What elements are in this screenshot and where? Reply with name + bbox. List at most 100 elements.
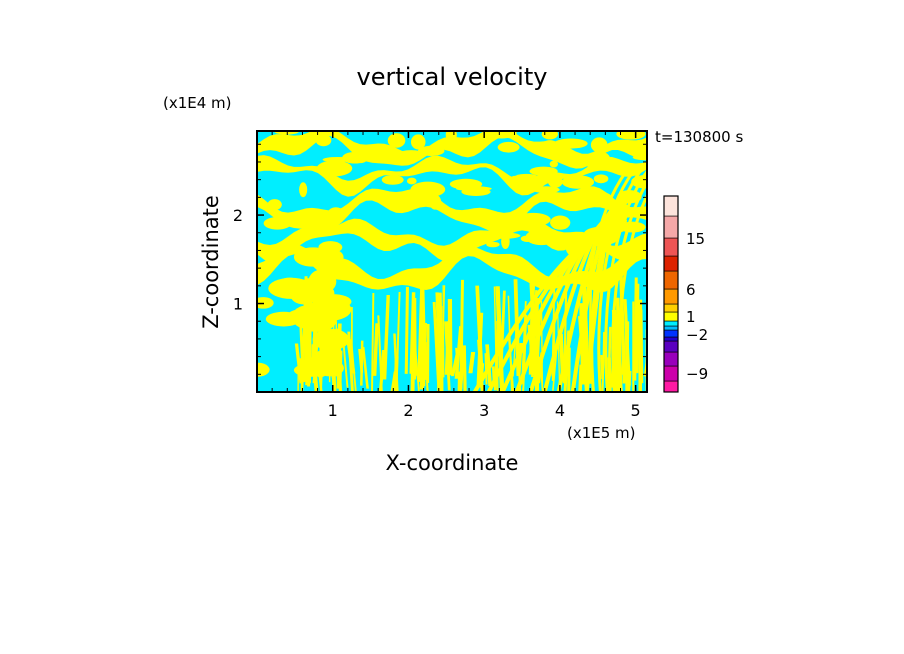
positive-velocity-streak xyxy=(512,319,518,377)
positive-velocity-streak xyxy=(441,336,444,392)
velocity-field xyxy=(257,131,647,392)
positive-velocity-streak xyxy=(623,299,631,386)
positive-velocity-cell xyxy=(518,216,544,222)
positive-velocity-streak xyxy=(552,352,558,391)
positive-velocity-cell xyxy=(486,232,521,239)
positive-velocity-cell xyxy=(406,177,417,185)
positive-velocity-cell xyxy=(616,131,646,140)
positive-velocity-cell xyxy=(328,207,344,217)
positive-velocity-cell xyxy=(486,241,500,248)
positive-velocity-streak xyxy=(454,326,463,379)
positive-velocity-cell xyxy=(316,160,353,177)
positive-velocity-cell xyxy=(381,174,404,185)
positive-velocity-arc xyxy=(500,216,628,392)
positive-velocity-streak xyxy=(372,323,379,376)
positive-velocity-cell xyxy=(632,154,647,161)
x-tick-label: 2 xyxy=(403,401,413,420)
positive-velocity-streak xyxy=(426,324,430,383)
positive-velocity-arc xyxy=(611,179,647,392)
positive-velocity-streak xyxy=(320,311,326,389)
positive-velocity-streak xyxy=(380,350,386,375)
positive-velocity-cell xyxy=(315,134,332,147)
positive-velocity-streak xyxy=(607,326,612,392)
x-tick-label: 5 xyxy=(631,401,641,420)
colorbar-label: 6 xyxy=(686,281,696,299)
colorbar-level xyxy=(663,365,679,382)
positive-velocity-cell xyxy=(553,138,588,149)
positive-velocity-cell xyxy=(299,182,308,198)
positive-velocity-cell xyxy=(417,145,445,157)
colorbar-level xyxy=(663,340,679,353)
positive-velocity-streak xyxy=(447,298,453,376)
positive-velocity-streak xyxy=(310,344,316,377)
positive-velocity-streak xyxy=(308,282,313,384)
y-axis: 12 xyxy=(233,143,647,375)
positive-velocity-streak xyxy=(347,331,354,392)
positive-velocity-arc xyxy=(472,222,627,392)
x-tick-label: 3 xyxy=(479,401,489,420)
positive-velocity-band xyxy=(257,155,647,197)
positive-velocity-streak xyxy=(632,301,635,392)
plot-frame xyxy=(256,130,648,393)
colorbar-level xyxy=(663,336,679,342)
positive-velocity-cell xyxy=(410,134,426,150)
colorbar-label: −9 xyxy=(686,365,708,383)
positive-velocity-cell xyxy=(550,215,571,230)
colorbar-level xyxy=(663,270,679,290)
positive-velocity-cell xyxy=(257,362,270,377)
colorbar-level xyxy=(663,255,679,272)
positive-velocity-cell xyxy=(464,211,492,224)
positive-velocity-cell xyxy=(291,211,325,216)
positive-velocity-arc xyxy=(528,209,628,392)
positive-velocity-streak xyxy=(336,323,342,389)
positive-velocity-streak xyxy=(404,286,409,374)
positive-velocity-arc xyxy=(604,170,647,392)
positive-velocity-cell xyxy=(594,192,612,204)
positive-velocity-streak xyxy=(360,340,364,386)
positive-velocity-arc xyxy=(618,192,647,392)
colorbar-frame xyxy=(663,195,679,393)
colorbar-level xyxy=(663,215,679,239)
positive-velocity-cell xyxy=(267,199,282,211)
positive-velocity-cell xyxy=(449,178,483,190)
colorbar-level xyxy=(663,303,679,313)
positive-velocity-cell xyxy=(584,158,612,169)
positive-velocity-cell xyxy=(497,141,520,153)
positive-velocity-arc xyxy=(597,170,642,392)
positive-velocity-cell xyxy=(429,194,442,210)
positive-velocity-streak xyxy=(457,371,460,392)
positive-velocity-cell xyxy=(486,131,517,139)
positive-velocity-streak xyxy=(328,335,331,383)
colorbar-level xyxy=(663,311,679,322)
positive-velocity-cell xyxy=(448,140,463,152)
positive-velocity-cell xyxy=(312,294,352,310)
positive-velocity-cell xyxy=(414,166,423,171)
positive-velocity-cell xyxy=(342,151,368,164)
positive-velocity-streak xyxy=(361,346,369,389)
colorbar-label: 1 xyxy=(686,308,696,326)
positive-velocity-streak xyxy=(462,345,467,392)
positive-velocity-streak xyxy=(395,292,401,392)
positive-velocity-cell xyxy=(315,248,344,266)
positive-velocity-streak xyxy=(621,352,625,375)
colorbar-label: −2 xyxy=(686,326,708,344)
positive-velocity-streak xyxy=(633,277,638,381)
positive-velocity-streak xyxy=(601,331,605,392)
positive-velocity-arc xyxy=(514,212,628,392)
colorbar-level xyxy=(663,351,679,367)
colorbar-level xyxy=(663,320,679,327)
positive-velocity-arc xyxy=(590,170,635,392)
positive-velocity-arc xyxy=(583,170,628,392)
positive-velocity-streak xyxy=(300,361,305,392)
positive-velocity-streak xyxy=(540,300,544,392)
x-tick-label: 4 xyxy=(555,401,565,420)
x-axis-label: X-coordinate xyxy=(386,451,519,475)
colorbar-level xyxy=(663,288,679,305)
x-unit-label: (x1E5 m) xyxy=(567,424,636,442)
positive-velocity-cell xyxy=(547,174,563,188)
colorbar-level xyxy=(663,380,679,393)
positive-velocity-streak xyxy=(318,276,326,377)
positive-velocity-streak xyxy=(342,338,349,388)
positive-velocity-arc xyxy=(542,206,628,392)
